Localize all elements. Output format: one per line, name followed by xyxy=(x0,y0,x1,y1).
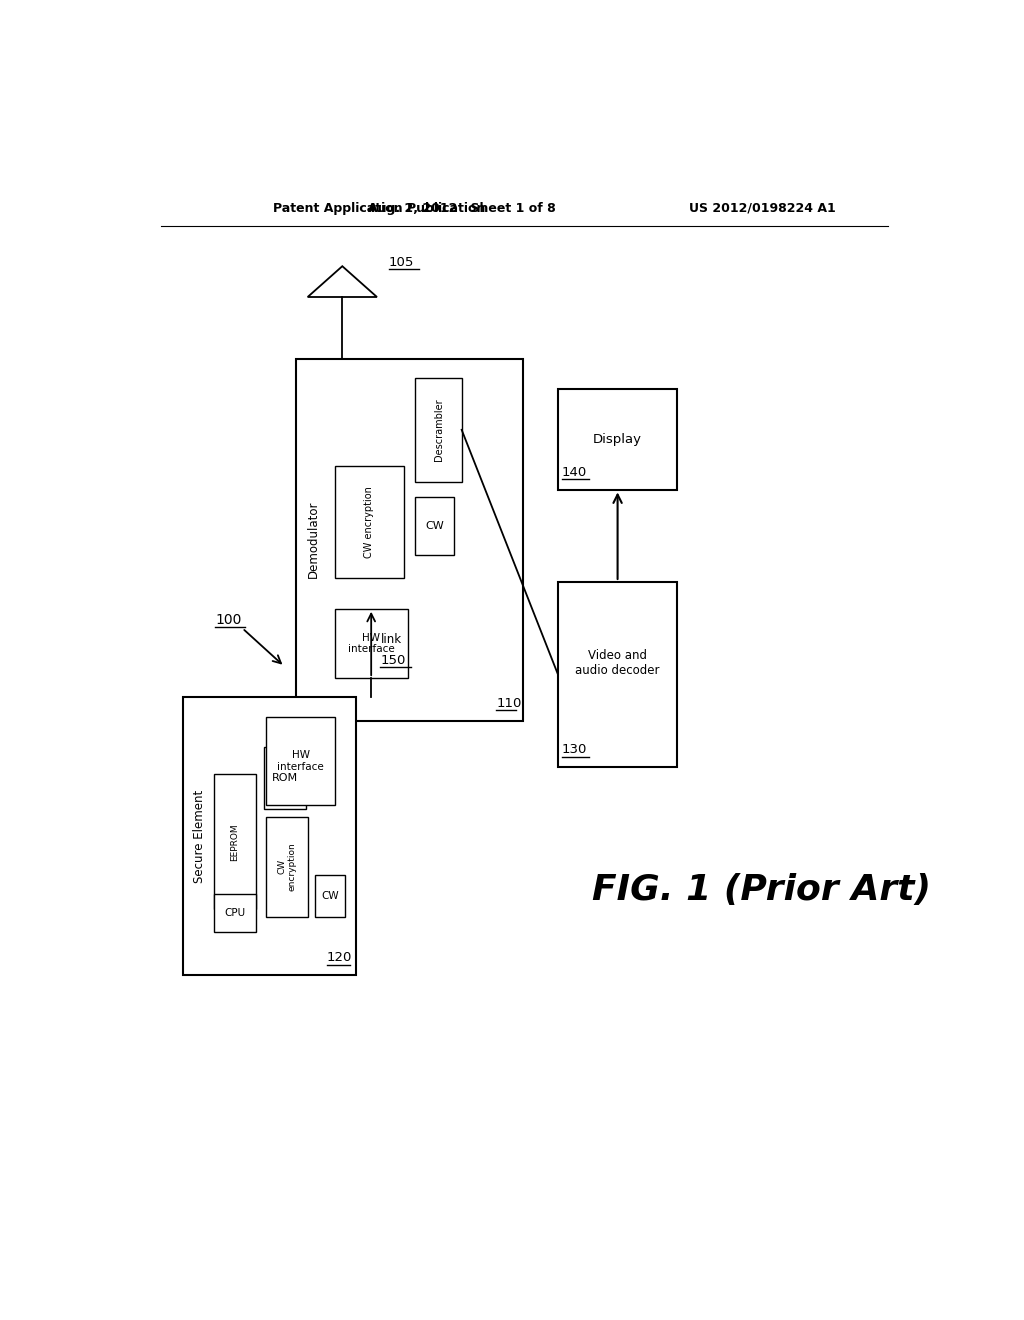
Text: Aug. 2, 2012   Sheet 1 of 8: Aug. 2, 2012 Sheet 1 of 8 xyxy=(368,202,556,215)
Text: US 2012/0198224 A1: US 2012/0198224 A1 xyxy=(688,202,836,215)
Text: Patent Application Publication: Patent Application Publication xyxy=(273,202,485,215)
Bar xyxy=(558,582,677,767)
Text: 105: 105 xyxy=(388,256,414,269)
Text: CPU: CPU xyxy=(224,908,246,917)
Bar xyxy=(266,717,336,805)
Text: HW
interface: HW interface xyxy=(278,750,325,772)
Bar xyxy=(558,389,677,490)
Text: Descrambler: Descrambler xyxy=(433,399,443,461)
Text: CW
encryption: CW encryption xyxy=(278,842,297,891)
Text: ROM: ROM xyxy=(272,774,298,783)
Bar xyxy=(335,466,403,578)
Text: Demodulator: Demodulator xyxy=(306,500,319,578)
Bar xyxy=(416,378,462,482)
Text: Video and
audio decoder: Video and audio decoder xyxy=(575,648,659,677)
Text: CW: CW xyxy=(425,521,444,531)
Bar xyxy=(296,359,523,721)
Text: CW encryption: CW encryption xyxy=(365,486,374,558)
Text: 110: 110 xyxy=(497,697,521,710)
Bar xyxy=(214,894,256,932)
Text: CW: CW xyxy=(322,891,339,900)
Bar xyxy=(416,498,454,554)
Text: Display: Display xyxy=(593,433,642,446)
Text: EEPROM: EEPROM xyxy=(230,822,240,861)
Text: 140: 140 xyxy=(562,466,587,479)
Bar xyxy=(264,747,306,809)
Bar xyxy=(214,775,256,909)
Bar xyxy=(315,874,345,917)
Text: HW
interface: HW interface xyxy=(348,632,394,655)
Bar xyxy=(183,697,356,974)
Text: 100: 100 xyxy=(215,614,242,627)
Text: 150: 150 xyxy=(381,653,406,667)
Text: Secure Element: Secure Element xyxy=(194,789,207,883)
Text: 130: 130 xyxy=(562,743,587,756)
Text: 120: 120 xyxy=(327,952,352,964)
Bar xyxy=(266,817,308,917)
Text: link: link xyxy=(381,634,401,647)
Text: FIG. 1 (Prior Art): FIG. 1 (Prior Art) xyxy=(593,873,932,907)
Bar xyxy=(335,609,408,678)
